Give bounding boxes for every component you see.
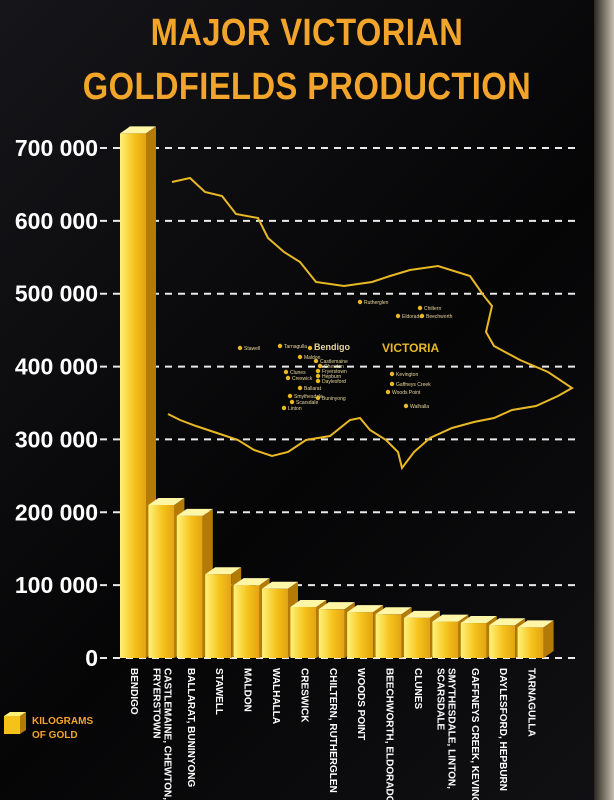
town-dot [317,363,323,369]
town-label: Scarsdale [296,400,318,406]
x-tick-label: BENDIGO [128,668,139,715]
town-dot [385,389,391,395]
town-label: Kevington [396,372,418,378]
y-tick-label: 0 [85,645,98,671]
x-tick-label: STAWELL [213,668,224,715]
town-label: Maldon [304,355,321,361]
town-dot [277,343,283,349]
x-tick-label: CRESWICK [298,668,309,723]
x-tick-label: TARNAGULLA [526,668,537,737]
town-dot [281,405,287,411]
town-label: Tarnagulla [284,344,307,350]
town-dot [283,369,289,375]
legend-swatch-top [4,712,26,716]
town-dot [389,381,395,387]
town-label: Creswick [292,376,313,382]
y-tick-label: 500 000 [15,281,98,307]
x-tick-label: CHILTERN, RUTHERGLEN [327,668,338,793]
y-axis-ticks: 0 100 000 200 000 300 000 400 000 500 000 600 … [15,135,98,671]
town-dot [315,378,321,384]
y-tick-label: 400 000 [15,354,98,380]
x-tick-label: MALDON [242,668,253,712]
town-label: Bendigo [314,342,350,352]
town-dot [395,313,401,319]
town-label: Stawell [244,346,260,352]
town-label: Buninyong [322,396,346,402]
x-tick-label: BEECHWORTH, ELDORADO [384,668,395,800]
town-dot [287,393,293,399]
town-dot [237,345,243,351]
town-label: Linton [288,406,302,412]
y-tick-label: 100 000 [15,572,98,598]
town-label: Rutherglen [364,300,389,306]
legend-swatch [4,716,20,734]
y-tick-label: 600 000 [15,208,98,234]
town-label: Beechworth [426,314,453,320]
map-state-label: VICTORIA [382,341,439,355]
town-label: Gaffneys Creek [396,382,431,388]
town-dot [297,354,303,360]
town-label: Chiltern [424,306,441,312]
town-label: Woods Point [392,390,421,396]
town-dot [315,395,321,401]
town-label: Ballarat [304,386,322,392]
legend-label-line-2: OF GOLD [32,730,78,741]
chart-title-line-2: GOLDFIELDS PRODUCTION [82,66,532,108]
victoria-outline [167,176,574,471]
x-tick-label: CASTLEMAINE, CHEWTON,FRYERSTOWN [150,668,172,800]
town-dot [289,399,295,405]
x-tick-label: CLUNES [412,668,423,709]
town-label: Smythesdale [294,394,323,400]
legend-label-line-1: KILOGRAMS [32,716,93,727]
y-tick-label: 700 000 [15,135,98,161]
bar [517,620,554,658]
x-tick-label: SMYTHESDALE, LINTON,SCARSDALE [434,668,456,789]
town-dot [297,385,303,391]
town-label: Castlemaine [320,359,348,365]
x-axis-labels: BENDIGO CASTLEMAINE, CHEWTON,FRYERSTOWN BA… [128,668,537,800]
town-label: Hepburn [322,374,341,380]
town-label: Clunes [290,370,306,376]
x-tick-label: DAYLESFORD, HEPBURN [497,668,508,791]
town-label: Daylesford [322,379,346,385]
x-tick-label: WOODS POINT [355,668,366,740]
legend: KILOGRAMS OF GOLD [4,712,93,741]
town-dot [315,368,321,374]
x-tick-label: WALHALLA [270,668,281,724]
town-dot [417,305,423,311]
town-label: Walhalla [410,404,429,410]
y-tick-label: 200 000 [15,499,98,525]
town-dot [419,313,425,319]
town-dot [307,345,313,351]
town-dot [315,373,321,379]
y-tick-label: 300 000 [15,426,98,452]
bar [262,581,298,658]
town-label: Chewton [324,364,344,370]
x-tick-label: BALLARAT, BUNINYONG [185,668,196,787]
town-dot [357,299,363,305]
chart-title-line-1: MAJOR VICTORIAN [150,12,464,54]
town-dot [403,403,409,409]
town-dot [389,371,395,377]
x-tick-label: GAFFNEYS CREEK, KEVINGTON [469,668,480,800]
town-dot [313,358,319,364]
town-label: Fryerstown [322,369,347,375]
town-dot [285,375,291,381]
town-label: Eldorado [402,314,422,320]
legend-swatch-side [20,712,26,734]
bars [120,126,554,658]
